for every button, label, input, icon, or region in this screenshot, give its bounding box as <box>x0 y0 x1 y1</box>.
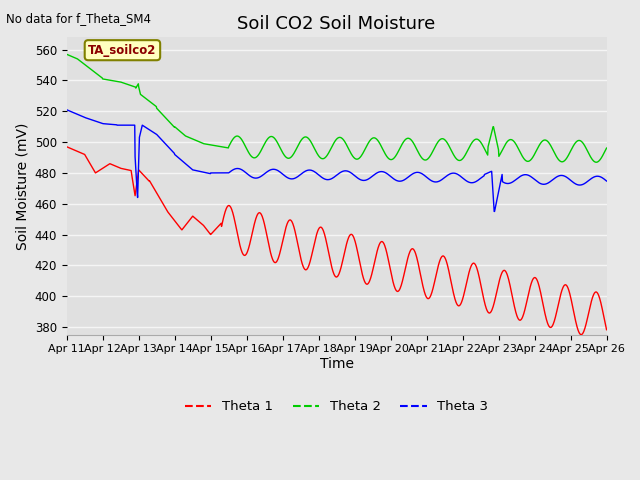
Y-axis label: Soil Moisture (mV): Soil Moisture (mV) <box>15 122 29 250</box>
Legend: Theta 1, Theta 2, Theta 3: Theta 1, Theta 2, Theta 3 <box>180 395 493 419</box>
X-axis label: Time: Time <box>319 357 354 371</box>
Title: Soil CO2 Soil Moisture: Soil CO2 Soil Moisture <box>237 15 436 33</box>
Text: TA_soilco2: TA_soilco2 <box>88 44 157 57</box>
Text: No data for f_Theta_SM4: No data for f_Theta_SM4 <box>6 12 152 25</box>
